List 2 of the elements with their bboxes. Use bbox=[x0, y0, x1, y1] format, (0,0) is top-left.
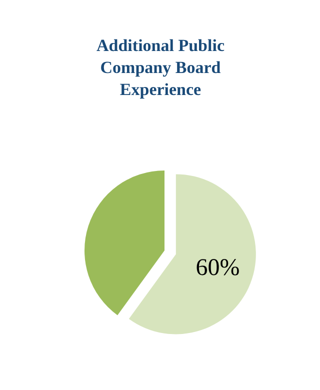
data-label: 60% bbox=[196, 254, 240, 281]
chart-title: Additional Public Company Board Experience bbox=[96, 36, 225, 99]
